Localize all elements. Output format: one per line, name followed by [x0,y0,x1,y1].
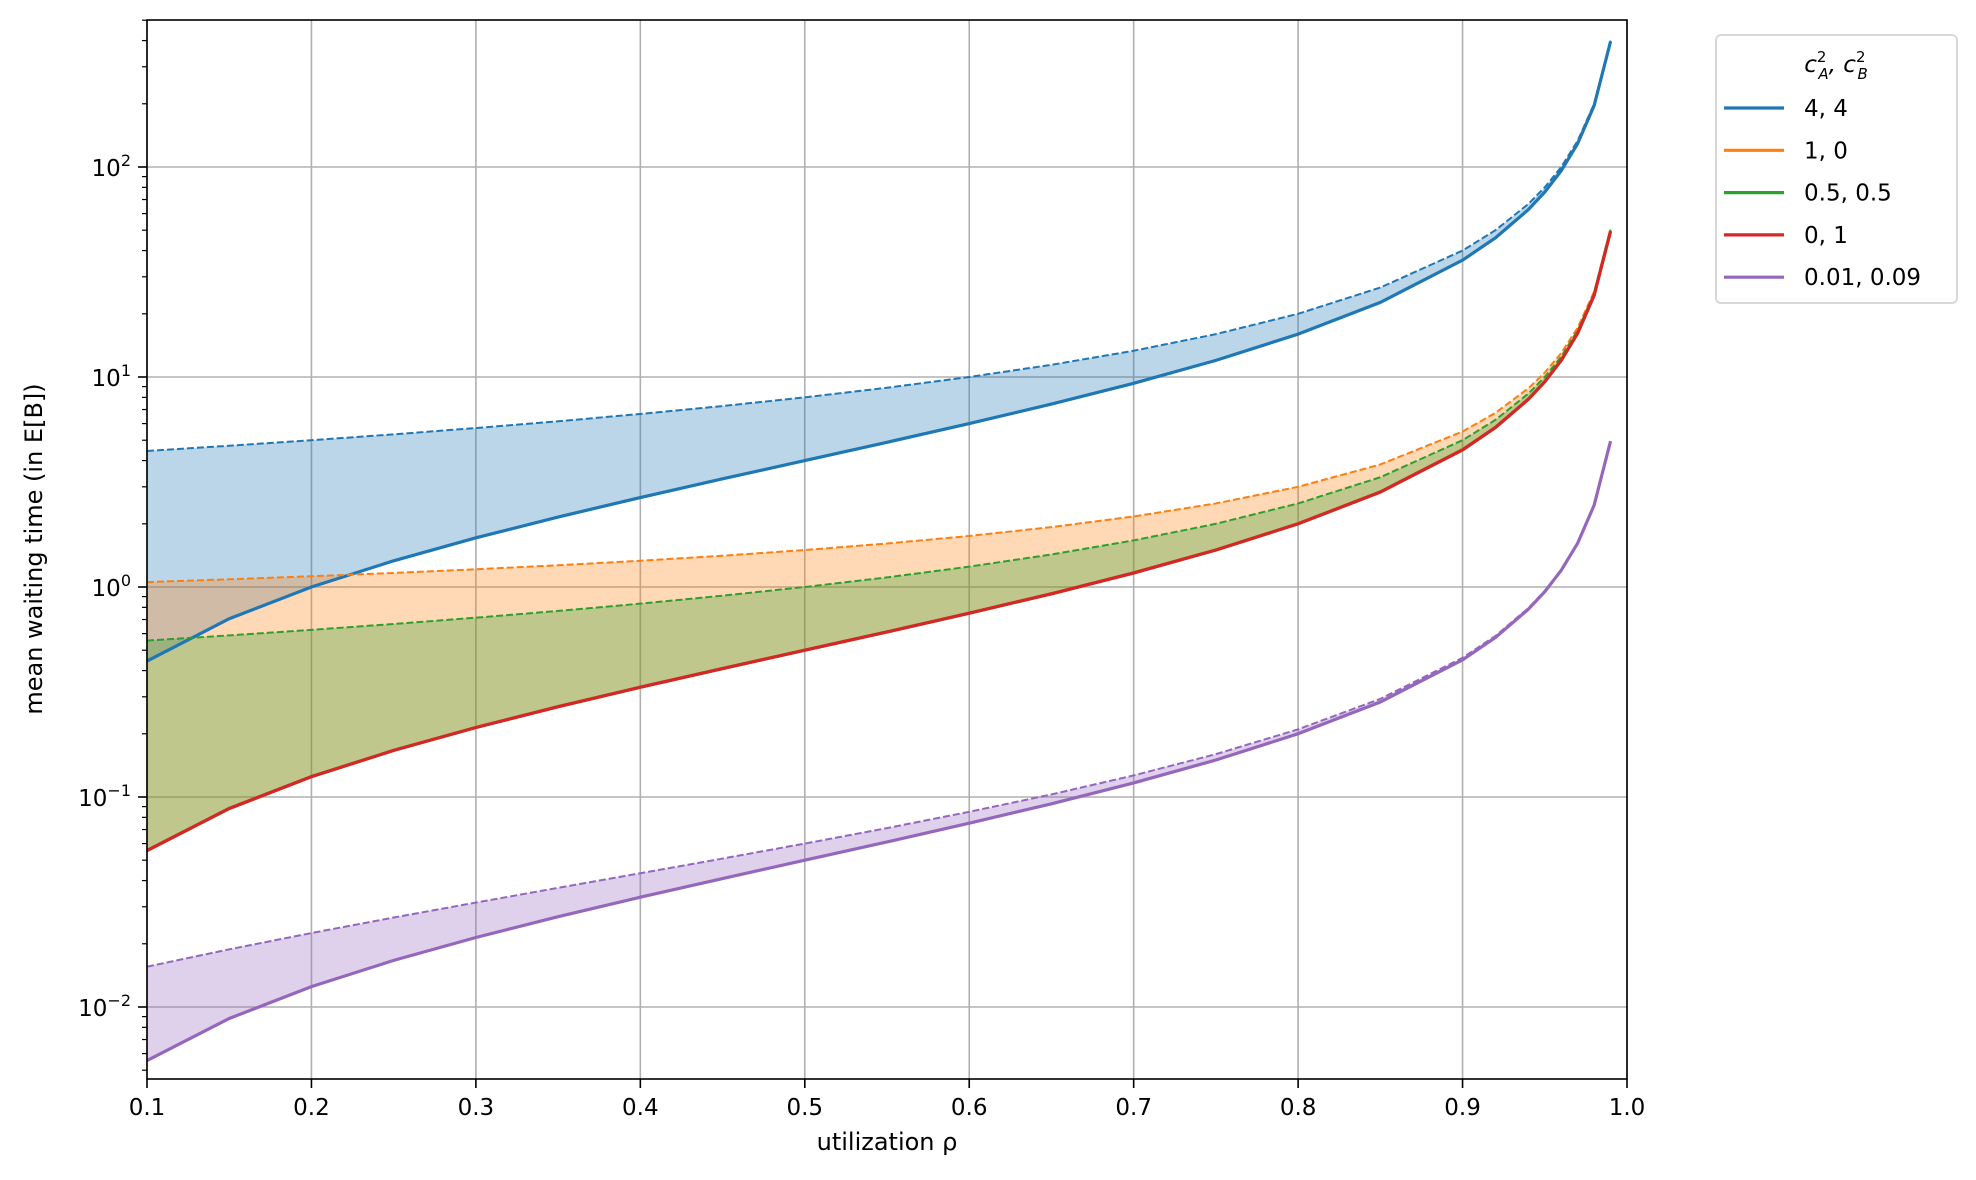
x-tick-label: 0.6 [951,1095,988,1121]
legend-label: 0.5, 0.5 [1804,181,1892,207]
x-axis-ticks: 0.1 0.2 0.3 0.4 0.5 0.6 0.7 0.8 0.9 1.0 [129,1079,1646,1121]
x-tick-label: 0.9 [1444,1095,1481,1121]
data-lines [146,40,1613,1062]
band-fill [147,440,1611,1061]
lower-solid-line [146,230,1613,852]
upper-dashed-line [146,229,1612,642]
x-tick-label: 0.2 [293,1095,330,1121]
legend-entry: 1, 0 [1724,138,1848,164]
y-tick-label: 100 [92,571,131,602]
y-axis-label: mean waiting time (in E[B]) [20,383,48,714]
upper-dashed-line [146,229,1612,584]
lower-solid-line [146,440,1613,1062]
x-axis-label: utilization ρ [817,1128,958,1156]
y-tick-label: 101 [92,361,131,392]
legend-entry: 0.01, 0.09 [1724,265,1921,291]
y-tick-label: 10−2 [78,991,131,1022]
x-tick-label: 0.5 [786,1095,823,1121]
legend: c2 A, c2 B 4, 4 1, 0 0.5, 0.5 0, 1 0.01, 0.09 [1715,34,1958,304]
y-axis-ticks: 10−2 10−1 100 101 102 [78,19,147,1071]
lower-solid-line [146,41,1613,663]
band-fill [147,40,1611,662]
legend-entries: 4, 4 1, 0 0.5, 0.5 0, 1 0.01, 0.09 [1724,96,1921,291]
shaded-bands [147,40,1611,1061]
legend-label: 0, 1 [1804,223,1848,249]
grid-lines [146,20,1628,1079]
legend-label: 4, 4 [1804,96,1848,122]
plot-frame [146,19,1628,1080]
x-tick-label: 0.3 [458,1095,495,1121]
x-tick-label: 0.1 [129,1095,166,1121]
legend-entry: 0.5, 0.5 [1724,181,1892,207]
band-fill [147,230,1611,851]
legend-label: 1, 0 [1804,138,1848,164]
x-tick-label: 0.7 [1115,1095,1152,1121]
upper-dashed-line [146,40,1612,452]
x-tick-label: 0.8 [1280,1095,1317,1121]
band-fill [147,229,1611,851]
y-tick-label: 10−1 [78,781,131,812]
y-tick-label: 102 [92,151,131,182]
x-tick-label: 0.4 [622,1095,659,1121]
legend-label: 0.01, 0.09 [1804,265,1921,291]
legend-entry: 0, 1 [1724,223,1848,249]
legend-title: c2 A, c2 B [1804,48,1868,83]
legend-entry: 4, 4 [1724,96,1848,122]
x-tick-label: 1.0 [1609,1095,1646,1121]
